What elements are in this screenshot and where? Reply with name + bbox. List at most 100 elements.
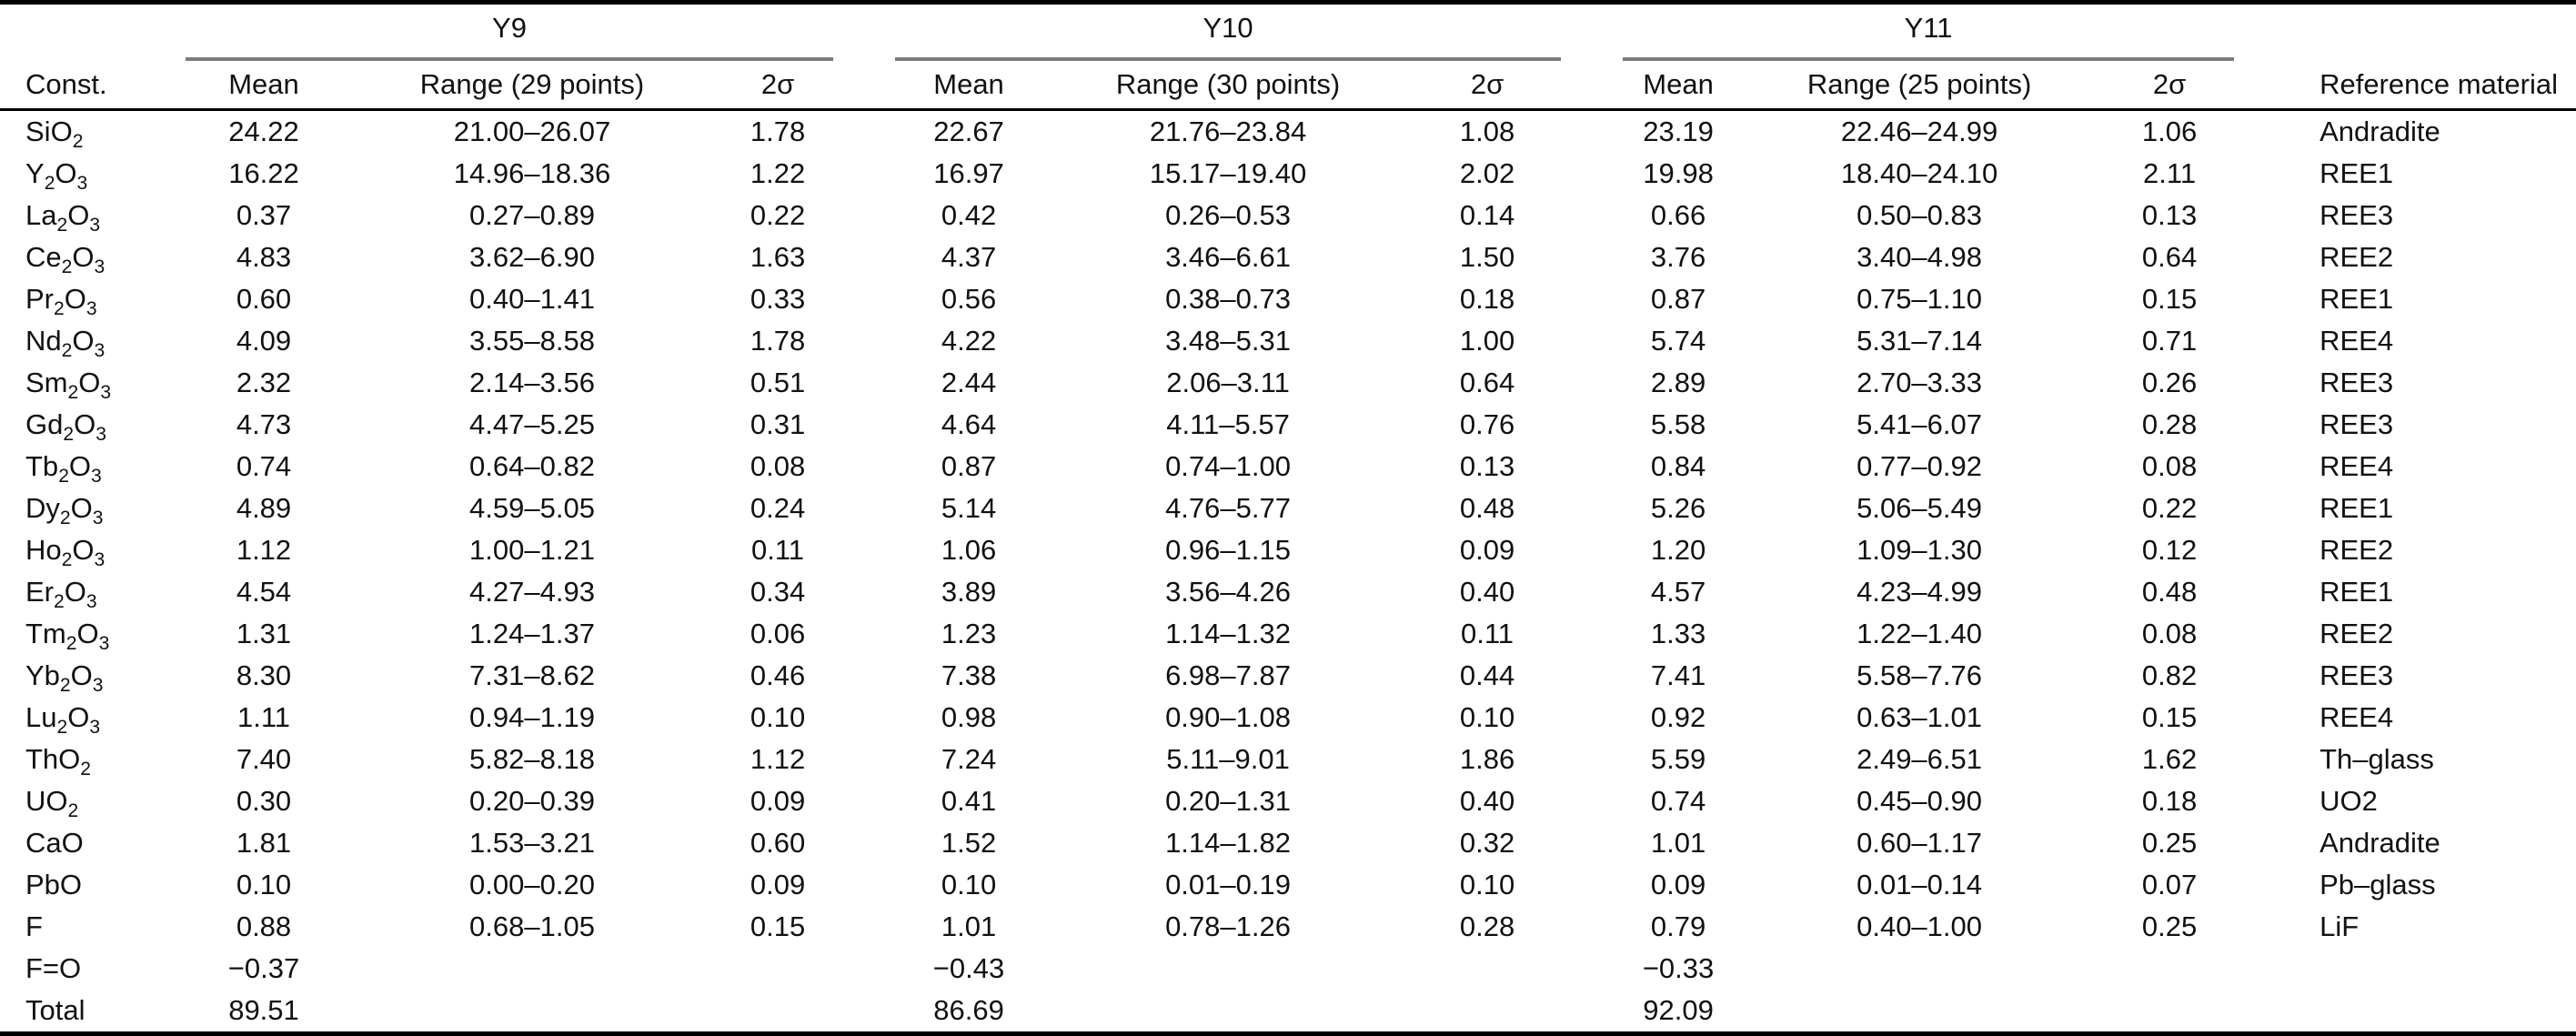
table-row: UO2 0.30 0.20–0.39 0.09 0.41 0.20–1.31 0.40 0.7… bbox=[0, 780, 2576, 822]
group-rule-y9: Y9 bbox=[186, 12, 834, 61]
table-row: Lu2O3 1.11 0.94–1.19 0.10 0.98 0.90–1.08 0.10 0… bbox=[0, 697, 2576, 739]
y11-range-cell: 0.77–0.92 bbox=[1857, 450, 1983, 482]
y9-mean-cell: 0.30 bbox=[236, 785, 292, 817]
header-y11-sigma: 2σ bbox=[2074, 61, 2266, 111]
ref-cell: Th–glass bbox=[2319, 743, 2434, 775]
y10-sigma-cell bbox=[1383, 948, 1592, 990]
y10-sigma-cell bbox=[1383, 990, 1592, 1034]
y11-mean-cell: 0.84 bbox=[1650, 450, 1706, 482]
table-row: Nd2O3 4.09 3.55–8.58 1.78 4.22 3.48–5.31 1.00 5… bbox=[0, 320, 2576, 362]
y9-range-cell: 0.40–1.41 bbox=[469, 283, 595, 315]
table-row: Yb2O3 8.30 7.31–8.62 0.46 7.38 6.98–7.87 0.44 7… bbox=[0, 655, 2576, 697]
const-cell: Gd2O3 bbox=[25, 408, 106, 446]
const-cell: Sm2O3 bbox=[25, 367, 112, 404]
const-cell: Ce2O3 bbox=[25, 241, 106, 278]
y9-sigma-cell: 0.46 bbox=[750, 659, 806, 691]
y10-range-cell bbox=[1073, 948, 1383, 990]
y10-range-cell: 21.76–23.84 bbox=[1149, 116, 1307, 147]
const-cell: ThO2 bbox=[25, 743, 92, 780]
y11-mean-cell: 7.41 bbox=[1650, 659, 1706, 691]
header-y11-mean: Mean bbox=[1592, 61, 1766, 111]
ref-cell: UO2 bbox=[2319, 785, 2378, 817]
y11-mean-cell: 5.58 bbox=[1650, 408, 1706, 440]
header-reference-material: Reference material bbox=[2265, 61, 2576, 111]
y10-sigma-cell: 0.09 bbox=[1459, 534, 1515, 566]
const-cell: Dy2O3 bbox=[25, 492, 104, 529]
y10-sigma-cell: 1.50 bbox=[1459, 241, 1515, 273]
y11-mean-cell: 0.92 bbox=[1650, 701, 1706, 733]
y9-sigma-cell: 0.09 bbox=[750, 869, 806, 900]
y9-range-cell: 4.47–5.25 bbox=[469, 408, 595, 440]
y10-range-cell: 0.38–0.73 bbox=[1165, 283, 1291, 315]
y11-mean-cell: 5.26 bbox=[1650, 492, 1706, 524]
ref-cell: REE4 bbox=[2319, 701, 2394, 733]
y11-mean-cell: 1.20 bbox=[1650, 534, 1706, 566]
y11-mean-cell: 19.98 bbox=[1643, 157, 1714, 189]
ref-cell: Andradite bbox=[2319, 827, 2440, 859]
y9-range-cell: 3.62–6.90 bbox=[469, 241, 595, 273]
ref-cell: REE2 bbox=[2319, 534, 2394, 566]
y10-range-cell: 0.74–1.00 bbox=[1165, 450, 1291, 482]
y11-mean-cell: 23.19 bbox=[1643, 116, 1714, 147]
y10-range-cell: 3.48–5.31 bbox=[1165, 325, 1291, 357]
y10-sigma-cell: 0.40 bbox=[1459, 785, 1515, 817]
y11-sigma-cell: 0.07 bbox=[2141, 869, 2198, 900]
y9-mean-cell: 4.54 bbox=[236, 576, 292, 608]
ref-cell bbox=[2265, 990, 2576, 1034]
y10-mean-cell: 0.42 bbox=[941, 199, 997, 231]
y9-range-cell: 5.82–8.18 bbox=[469, 743, 595, 775]
y9-mean-cell: 2.32 bbox=[236, 367, 292, 398]
ref-cell: LiF bbox=[2319, 910, 2360, 942]
y10-sigma-cell: 0.76 bbox=[1459, 408, 1515, 440]
y9-sigma-cell bbox=[691, 990, 864, 1034]
table-row: PbO 0.10 0.00–0.20 0.09 0.10 0.01–0.19 0.10 0.0… bbox=[0, 864, 2576, 906]
group-rule-y11: Y11 bbox=[1623, 12, 2235, 61]
const-cell: Nd2O3 bbox=[25, 325, 106, 362]
y11-mean-cell: 1.33 bbox=[1650, 618, 1706, 649]
y9-range-cell: 4.59–5.05 bbox=[469, 492, 595, 524]
y11-mean-cell: 0.09 bbox=[1650, 869, 1706, 900]
y9-sigma-cell: 0.33 bbox=[750, 283, 806, 315]
y11-range-cell: 1.09–1.30 bbox=[1857, 534, 1983, 566]
header-y9-mean: Mean bbox=[155, 61, 373, 111]
y10-sigma-cell: 0.32 bbox=[1459, 827, 1515, 859]
y9-sigma-cell: 0.15 bbox=[750, 910, 806, 942]
table-row: Tb2O3 0.74 0.64–0.82 0.08 0.87 0.74–1.00 0.13 0… bbox=[0, 446, 2576, 488]
y10-mean-cell: 1.23 bbox=[941, 618, 997, 649]
y9-sigma-cell: 0.09 bbox=[750, 785, 806, 817]
y11-mean-cell: 0.87 bbox=[1650, 283, 1706, 315]
group-cell-y9: Y9 bbox=[155, 3, 864, 61]
y9-sigma-cell: 1.12 bbox=[750, 743, 806, 775]
y11-sigma-cell: 0.64 bbox=[2141, 241, 2198, 273]
ref-cell: Andradite bbox=[2319, 116, 2440, 147]
ref-cell: REE1 bbox=[2319, 492, 2394, 524]
y10-mean-cell: 4.22 bbox=[941, 325, 997, 357]
y11-sigma-cell: 0.08 bbox=[2141, 618, 2198, 649]
y9-sigma-cell: 1.63 bbox=[750, 241, 806, 273]
y11-range-cell: 0.63–1.01 bbox=[1857, 701, 1983, 733]
y9-sigma-cell: 0.10 bbox=[750, 701, 806, 733]
y9-sigma-cell: 0.08 bbox=[750, 450, 806, 482]
table-row: Sm2O3 2.32 2.14–3.56 0.51 2.44 2.06–3.11 0.64 2… bbox=[0, 362, 2576, 404]
subheader-row: Const. Mean Range (29 points) 2σ Mean Ra… bbox=[0, 61, 2576, 111]
const-cell: La2O3 bbox=[25, 199, 101, 236]
y9-range-cell: 21.00–26.07 bbox=[453, 116, 611, 147]
ref-cell bbox=[2265, 948, 2576, 990]
ref-cell: REE3 bbox=[2319, 659, 2394, 691]
y9-mean-cell: 4.09 bbox=[236, 325, 292, 357]
y9-mean-cell: 1.81 bbox=[236, 827, 292, 859]
y11-sigma-cell: 1.62 bbox=[2141, 743, 2198, 775]
y9-range-cell: 1.53–3.21 bbox=[469, 827, 595, 859]
const-cell: Total bbox=[25, 994, 86, 1026]
y11-sigma-cell: 0.71 bbox=[2141, 325, 2198, 357]
y11-range-cell bbox=[1765, 948, 2074, 990]
y9-sigma-cell: 1.78 bbox=[750, 116, 806, 147]
y10-sigma-cell: 0.40 bbox=[1459, 576, 1515, 608]
y9-sigma-cell: 0.24 bbox=[750, 492, 806, 524]
y9-sigma-cell: 0.22 bbox=[750, 199, 806, 231]
y11-range-cell: 0.01–0.14 bbox=[1857, 869, 1983, 900]
y9-sigma-cell bbox=[691, 948, 864, 990]
y10-mean-cell: 7.38 bbox=[941, 659, 997, 691]
ref-cell: REE1 bbox=[2319, 576, 2394, 608]
y11-mean-cell: 0.79 bbox=[1650, 910, 1706, 942]
